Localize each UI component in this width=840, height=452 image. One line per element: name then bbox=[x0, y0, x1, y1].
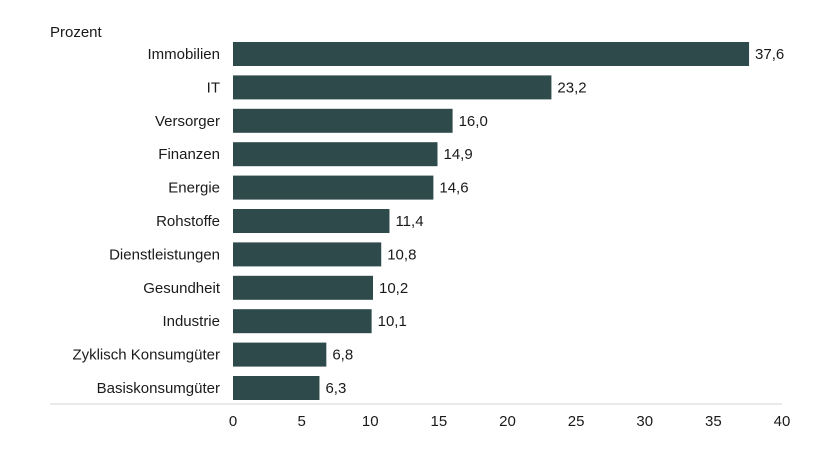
x-tick-label-7: 35 bbox=[705, 413, 722, 430]
category-label-6: Dienstleistungen bbox=[109, 246, 220, 263]
x-tick-label-0: 0 bbox=[229, 413, 237, 430]
bar-3 bbox=[233, 142, 438, 167]
x-tick-label-1: 5 bbox=[297, 413, 305, 430]
x-tick-label-6: 30 bbox=[636, 413, 653, 430]
value-label-4: 14,6 bbox=[439, 180, 468, 197]
value-label-2: 16,0 bbox=[459, 113, 488, 130]
value-label-0: 37,6 bbox=[755, 46, 784, 63]
x-tick-label-5: 25 bbox=[568, 413, 585, 430]
category-label-9: Zyklisch Konsumgüter bbox=[72, 347, 220, 364]
x-tick-label-8: 40 bbox=[774, 413, 791, 430]
category-labels-group: Immobilien IT Versorger Finanzen Energie Rohs… bbox=[72, 46, 220, 397]
bar-0 bbox=[233, 42, 750, 66]
x-tick-label-3: 15 bbox=[431, 413, 448, 430]
category-label-10: Basiskonsumgüter bbox=[97, 380, 220, 397]
bars-group bbox=[233, 42, 750, 400]
value-label-10: 6,3 bbox=[325, 380, 346, 397]
category-label-5: Rohstoffe bbox=[156, 213, 220, 230]
value-label-1: 23,2 bbox=[557, 79, 586, 96]
bar-9 bbox=[233, 342, 327, 367]
value-label-6: 10,8 bbox=[387, 246, 416, 263]
category-label-7: Gesundheit bbox=[143, 280, 221, 297]
bar-5 bbox=[233, 209, 390, 233]
bar-10 bbox=[233, 376, 320, 400]
x-tick-label-2: 10 bbox=[362, 413, 379, 430]
bar-6 bbox=[233, 242, 382, 267]
value-label-8: 10,1 bbox=[378, 313, 407, 330]
bar-1 bbox=[233, 75, 552, 100]
category-label-1: IT bbox=[207, 79, 220, 96]
category-label-3: Finanzen bbox=[158, 146, 220, 163]
value-label-3: 14,9 bbox=[444, 146, 473, 163]
x-ticks-group: 0 5 10 15 20 25 30 35 40 bbox=[229, 413, 791, 430]
value-label-9: 6,8 bbox=[332, 347, 353, 364]
bar-4 bbox=[233, 175, 434, 200]
category-label-8: Industrie bbox=[162, 313, 220, 330]
value-labels-group: 37,6 23,2 16,0 14,9 14,6 11,4 10,8 10,2 10,1 6,8 6… bbox=[325, 46, 784, 397]
unit-label: Prozent bbox=[50, 24, 103, 41]
bar-2 bbox=[233, 108, 453, 133]
category-label-2: Versorger bbox=[155, 113, 220, 130]
bar-8 bbox=[233, 309, 372, 334]
x-tick-label-4: 20 bbox=[499, 413, 516, 430]
value-label-5: 11,4 bbox=[395, 213, 423, 230]
category-label-0: Immobilien bbox=[147, 46, 220, 63]
value-label-7: 10,2 bbox=[379, 280, 408, 297]
category-label-4: Energie bbox=[168, 180, 220, 197]
bar-7 bbox=[233, 275, 373, 300]
